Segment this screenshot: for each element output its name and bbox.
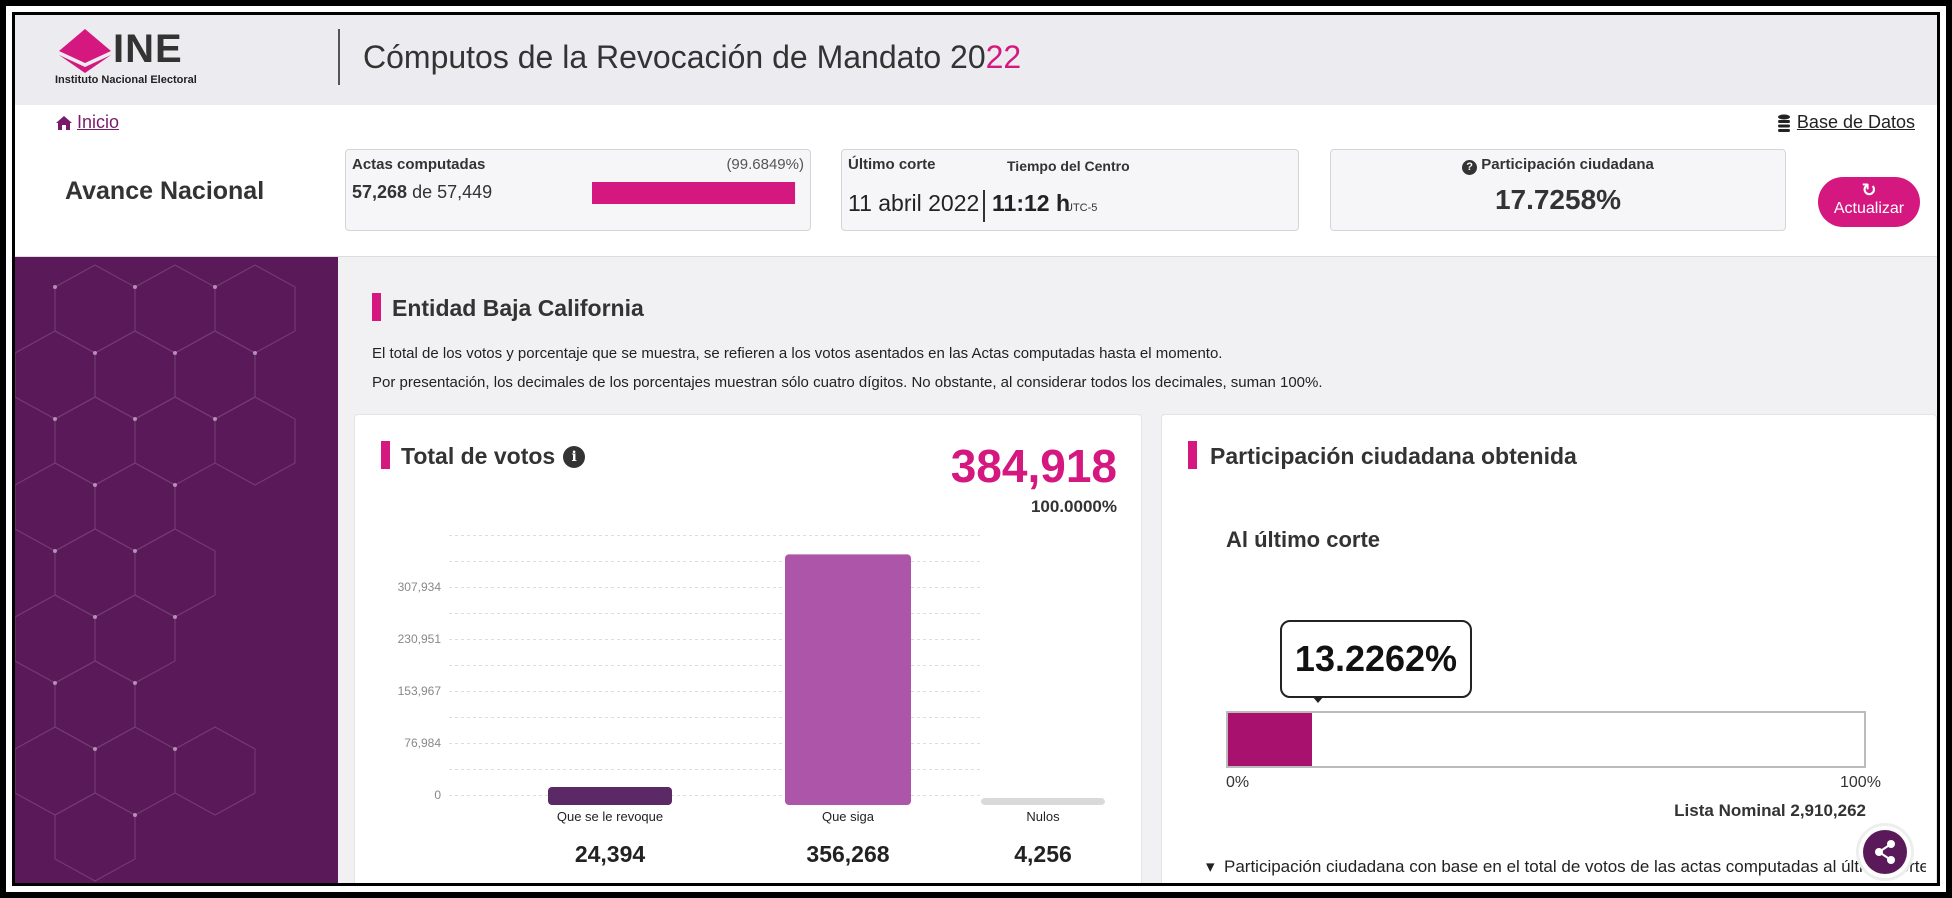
home-link-label: Inicio: [77, 112, 120, 132]
actas-percent: (99.6849%): [726, 156, 804, 173]
corte-card: Último corte Tiempo del Centro 11 abril …: [841, 149, 1299, 231]
corte-date: 11 abril 2022: [848, 190, 980, 216]
hexagon-network-pattern: [15, 264, 296, 882]
share-icon: [1875, 840, 1895, 864]
bubble-pointer: [1312, 696, 1324, 703]
actas-label: Actas computadas: [352, 156, 486, 173]
y-tick-label: 0: [434, 788, 441, 802]
entity-section: Entidad Baja California El total de los …: [356, 279, 1936, 391]
participacion-note: ▾ Participación ciudadana con base en el…: [1206, 857, 1926, 876]
home-link[interactable]: Inicio: [55, 112, 119, 133]
database-link-label: Base de Datos: [1796, 112, 1915, 132]
info-icon[interactable]: i: [563, 445, 586, 468]
votes-accent-bar: [381, 441, 390, 469]
corte-divider: [983, 190, 985, 222]
entity-note-1: El total de los votos y porcentaje que s…: [372, 345, 1223, 362]
corte-time: 11:12 h: [992, 190, 1070, 216]
page: INE Instituto Nacional Electoral Cómputo…: [12, 12, 1940, 886]
ine-diamond-icon: [59, 29, 111, 73]
votes-title: Total de votos i: [401, 443, 586, 470]
header: INE Instituto Nacional Electoral Cómputo…: [15, 15, 1937, 105]
y-tick-label: 153,967: [398, 684, 442, 698]
votes-bar-chart: 0 76,984 153,967 230,951 307,934 Que se le r…: [355, 535, 1143, 883]
ine-logo[interactable]: INE Instituto Nacional Electoral: [55, 27, 235, 89]
nav-bar: Inicio Base de Datos: [15, 105, 1937, 139]
total-votos-panel: Total de votos i 384,918 100.0000% 0 76,9…: [354, 414, 1143, 883]
timezone-label: Tiempo del Centro: [1007, 158, 1130, 174]
category-value: 356,268: [806, 841, 890, 867]
lista-nominal: Lista Nominal 2,910,262: [1674, 801, 1866, 820]
category-value: 4,256: [1014, 841, 1072, 867]
logo-wordmark: INE: [113, 27, 183, 71]
actas-card: Actas computadas (99.6849%) 57,268 de 57…: [345, 149, 811, 231]
avance-section: Avance Nacional Actas computadas (99.684…: [15, 139, 1937, 257]
category-label: Que se le revoque: [556, 809, 664, 824]
y-tick-label: 230,951: [398, 632, 442, 646]
refresh-label: Actualizar: [1833, 200, 1905, 217]
entity-note-2: Por presentación, los decimales de los p…: [372, 374, 1323, 391]
category-value: 24,394: [574, 841, 646, 867]
question-icon[interactable]: ?: [1462, 160, 1478, 175]
actas-progress-fill: [592, 182, 796, 204]
database-icon: [1777, 114, 1790, 132]
participacion-value-bubble: 13.2262%: [1280, 620, 1472, 698]
actas-progress-bar: [592, 182, 796, 204]
y-tick-label: 76,984: [404, 736, 441, 750]
entity-title: Entidad Baja California: [392, 295, 644, 321]
avance-title: Avance Nacional: [65, 177, 265, 205]
participacion-accent-bar: [1188, 441, 1197, 469]
participacion-card-label: ? Participación ciudadana: [1331, 156, 1785, 175]
share-button[interactable]: [1856, 823, 1914, 881]
total-votes-value: 384,918: [950, 440, 1117, 492]
participacion-card: ? Participación ciudadana 17.7258%: [1330, 149, 1786, 231]
participacion-subtitle: Al último corte: [1226, 527, 1381, 552]
home-icon: [56, 115, 72, 130]
refresh-button[interactable]: ↻ Actualizar: [1818, 177, 1920, 227]
main-content: Entidad Baja California El total de los …: [338, 257, 1937, 883]
votes-chart-svg: 0 76,984 153,967 230,951 307,934: [398, 535, 1105, 805]
decorative-hexagon-panel: [15, 257, 338, 883]
entity-accent-bar: [372, 293, 381, 321]
logo-subtitle: Instituto Nacional Electoral: [55, 74, 197, 86]
category-label: Que siga: [821, 809, 875, 824]
participacion-card-value: 17.7258%: [1494, 184, 1622, 215]
bar-1[interactable]: [785, 554, 911, 805]
total-votes-percent: 100.0000%: [1030, 497, 1117, 516]
progress-min-label: 0%: [1226, 774, 1250, 791]
progress-max-label: 100%: [1840, 774, 1881, 791]
category-label: Nulos: [1026, 809, 1060, 824]
bar-0[interactable]: [548, 787, 672, 805]
share-button-circle: [1863, 830, 1907, 874]
participacion-title: Participación ciudadana obtenida: [1210, 443, 1577, 469]
refresh-icon: ↻: [1861, 180, 1877, 200]
database-link[interactable]: Base de Datos: [1777, 112, 1915, 133]
bar-2[interactable]: [981, 798, 1105, 805]
page-title: Cómputos de la Revocación de Mandato 202…: [363, 39, 1022, 75]
header-divider: [338, 29, 340, 85]
participacion-panel: Participación ciudadana obtenida Al últi…: [1161, 414, 1937, 883]
participacion-progress-fill: [1228, 713, 1313, 766]
y-tick-label: 307,934: [398, 580, 442, 594]
corte-label: Último corte: [848, 156, 936, 173]
participacion-progress-bar: [1226, 711, 1866, 768]
corte-utc: UTC-5: [1065, 202, 1098, 214]
actas-count: 57,268 de 57,449: [352, 182, 493, 202]
